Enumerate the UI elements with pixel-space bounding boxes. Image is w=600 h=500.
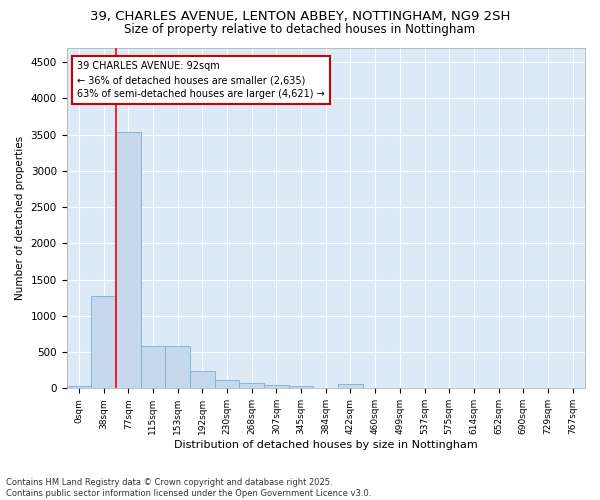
Y-axis label: Number of detached properties: Number of detached properties	[15, 136, 25, 300]
Bar	[165, 346, 190, 389]
X-axis label: Distribution of detached houses by size in Nottingham: Distribution of detached houses by size …	[174, 440, 478, 450]
Bar	[338, 384, 363, 388]
Bar	[140, 346, 165, 389]
Bar	[215, 380, 239, 388]
Text: 39, CHARLES AVENUE, LENTON ABBEY, NOTTINGHAM, NG9 2SH: 39, CHARLES AVENUE, LENTON ABBEY, NOTTIN…	[90, 10, 510, 23]
Bar	[264, 384, 289, 388]
Bar	[67, 386, 91, 388]
Bar	[91, 296, 116, 388]
Text: 39 CHARLES AVENUE: 92sqm
← 36% of detached houses are smaller (2,635)
63% of sem: 39 CHARLES AVENUE: 92sqm ← 36% of detach…	[77, 61, 325, 99]
Text: Size of property relative to detached houses in Nottingham: Size of property relative to detached ho…	[124, 22, 476, 36]
Text: Contains HM Land Registry data © Crown copyright and database right 2025.
Contai: Contains HM Land Registry data © Crown c…	[6, 478, 371, 498]
Bar	[116, 132, 140, 388]
Bar	[190, 371, 215, 388]
Bar	[289, 386, 313, 388]
Bar	[239, 382, 264, 388]
